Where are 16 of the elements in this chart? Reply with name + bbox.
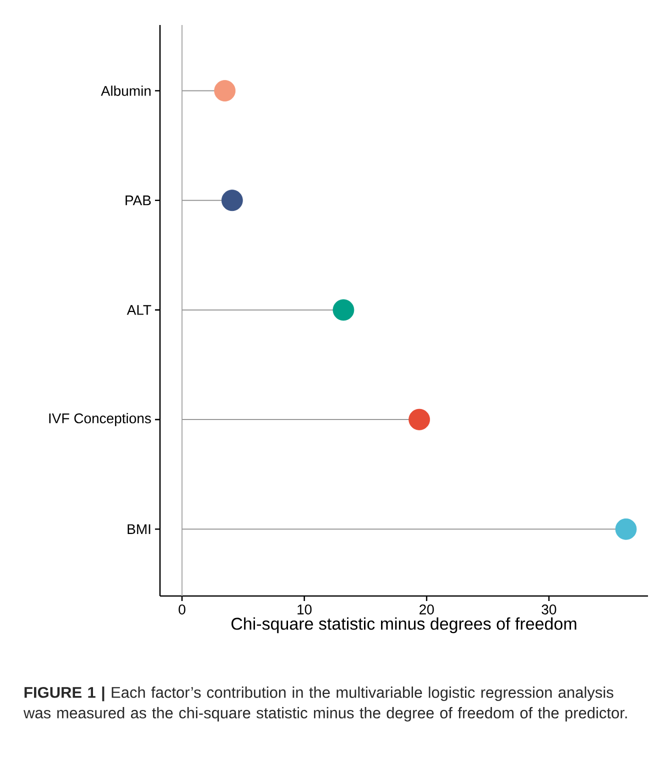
point <box>221 190 243 212</box>
x-tick-label: 30 <box>542 604 556 614</box>
point <box>408 408 430 430</box>
y-tick-label: IVF Conceptions <box>49 413 151 426</box>
x-tick-label: 20 <box>420 604 434 614</box>
point <box>214 80 236 102</box>
y-tick-label: Albumin <box>100 86 151 96</box>
point <box>615 518 637 540</box>
y-tick-label: ALT <box>126 305 152 315</box>
text: FIGURE 1 | Each factor’s contribution in the multivariable logistic regression analysis was measured as the chi-square statistic minus the degree of freedom of the predictor. <box>24 686 627 722</box>
point <box>332 299 354 321</box>
y-tick-label: BMI <box>128 524 150 534</box>
y-tick-label: PAB <box>126 196 151 206</box>
x-tick-label: 0 <box>178 604 186 614</box>
x-tick-label: 10 <box>298 604 312 614</box>
x-axis-title: Chi-square statistic minus degrees of freedom <box>231 617 576 634</box>
